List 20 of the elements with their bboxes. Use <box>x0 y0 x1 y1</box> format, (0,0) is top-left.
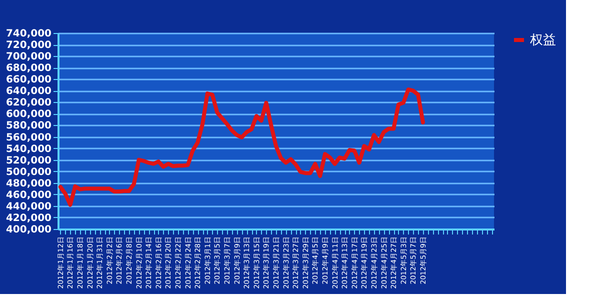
y-tick-label: 620,000 <box>6 98 52 109</box>
y-tick-label: 600,000 <box>6 109 52 120</box>
legend-label: 权益 <box>529 33 556 48</box>
y-tick-label: 740,000 <box>6 28 52 40</box>
y-tick-label: 580,000 <box>6 120 52 132</box>
line-series <box>58 87 425 207</box>
y-tick-label: 460,000 <box>6 190 52 201</box>
y-tick-label: 640,000 <box>6 86 52 98</box>
y-tick-label: 520,000 <box>6 155 52 166</box>
y-tick-label: 480,000 <box>6 178 52 190</box>
y-tick-label: 540,000 <box>6 144 52 155</box>
y-tick-label: 700,000 <box>6 52 52 63</box>
y-tick-label: 500,000 <box>6 166 52 178</box>
y-tick-label: 720,000 <box>6 40 52 52</box>
y-tick-label: 680,000 <box>6 63 52 74</box>
y-tick-label: 660,000 <box>6 74 52 86</box>
y-tick-label: 440,000 <box>6 201 52 212</box>
y-tick-label: 400,000 <box>6 224 52 236</box>
y-tick-label: 560,000 <box>6 132 52 144</box>
y-tick-label: 420,000 <box>6 212 52 224</box>
